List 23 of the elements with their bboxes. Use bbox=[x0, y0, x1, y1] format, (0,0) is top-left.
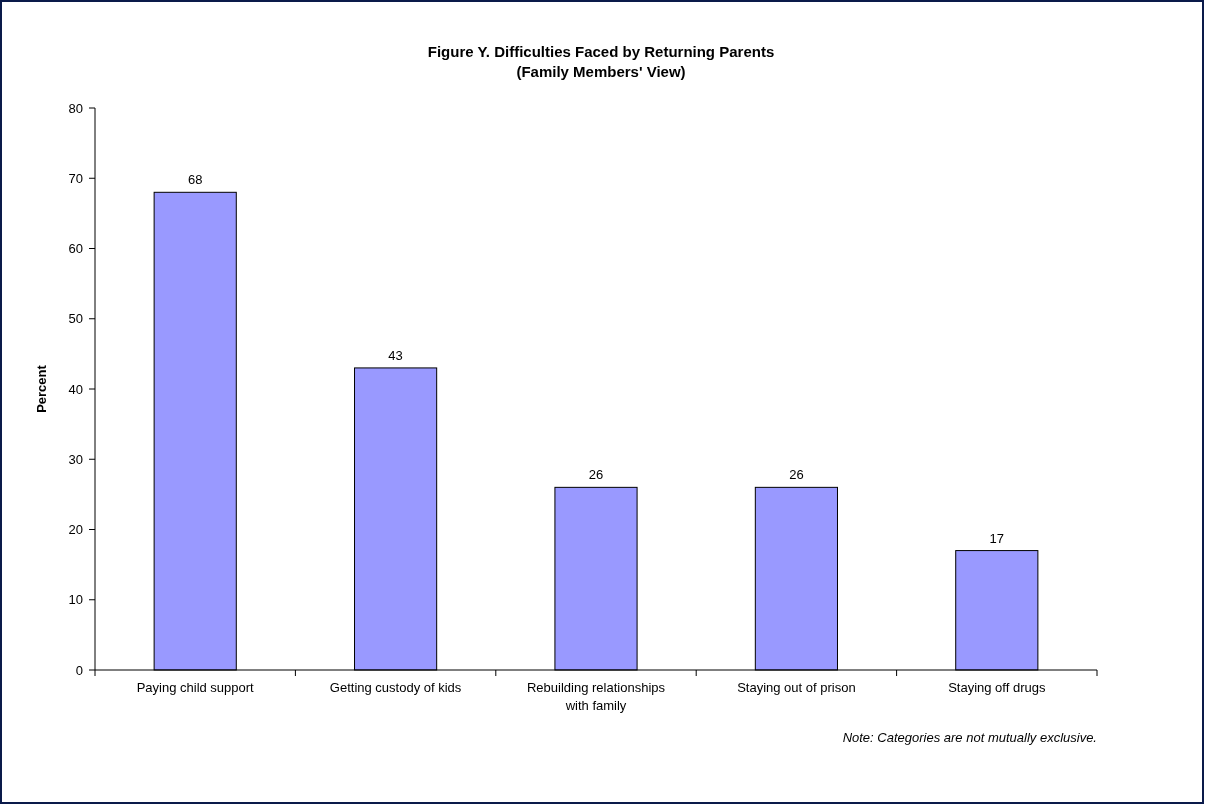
data-label: 26 bbox=[789, 467, 804, 483]
y-tick-label: 20 bbox=[68, 522, 83, 537]
data-label: 26 bbox=[588, 467, 604, 483]
chart-title: Figure Y. Difficulties Faced by Returning Parents bbox=[427, 43, 775, 60]
text: Note: Categories are not mutually exclusive. bbox=[842, 730, 1097, 745]
y-tick-label: 70 bbox=[68, 170, 83, 186]
data-label: 17 bbox=[989, 530, 1005, 546]
x-tick-label: Staying off drugs bbox=[948, 680, 1046, 695]
y-tick-label: 10 bbox=[68, 592, 83, 608]
x-tick-label: Paying child support bbox=[136, 680, 255, 695]
y-tick-label: 40 bbox=[68, 381, 83, 397]
y-tick-label: 0 bbox=[75, 662, 83, 678]
y-axis-title: Percent bbox=[34, 364, 49, 413]
x-tick-label: Rebuilding relationships with family bbox=[526, 680, 666, 713]
data-label: 43 bbox=[388, 347, 403, 363]
y-tick-label: 50 bbox=[68, 311, 83, 327]
data-label: 68 bbox=[187, 172, 203, 188]
y-tick-label: 80 bbox=[68, 100, 83, 116]
x-tick-label: Getting custody of kids bbox=[329, 680, 462, 695]
y-tick-label: 60 bbox=[68, 241, 83, 256]
x-tick-label: Staying out of prison bbox=[737, 680, 856, 695]
y-tick-label: 30 bbox=[68, 451, 83, 467]
chart-subtitle: (Family Members' View) bbox=[516, 63, 686, 80]
